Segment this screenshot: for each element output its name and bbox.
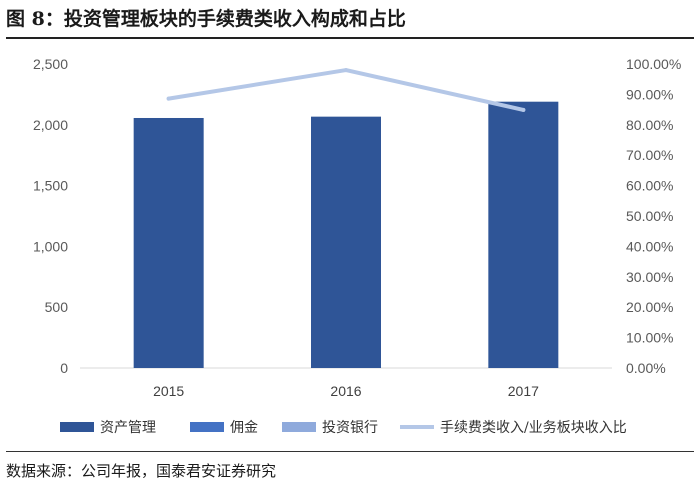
right-axis-tick-label: 10.00%	[626, 330, 673, 346]
ratio-point-2016	[344, 68, 348, 73]
legend-label: 资产管理	[100, 420, 156, 436]
bar-2015	[133, 117, 204, 368]
ratio-point-2017	[521, 107, 526, 112]
left-axis-tick-label: 2,500	[33, 56, 68, 72]
right-axis-tick-label: 40.00%	[626, 238, 673, 254]
ratio-line	[166, 68, 526, 112]
source-note: 数据来源：公司年报，国泰君安证券研究	[6, 462, 277, 480]
right-axis-tick-label: 30.00%	[626, 269, 673, 285]
right-axis-tick-label: 50.00%	[626, 208, 673, 224]
bar-2017	[488, 101, 559, 369]
left-axis-tick-label: 0	[60, 360, 68, 376]
legend-label: 手续费类收入/业务板块收入比	[440, 419, 627, 436]
left-axis-tick-label: 500	[45, 299, 69, 315]
right-axis-tick-label: 100.00%	[626, 56, 681, 72]
left-axis-tick-label: 2,000	[33, 117, 68, 133]
ratio-line-series	[166, 68, 526, 112]
right-axis-tick-label: 60.00%	[626, 178, 673, 194]
right-axis-tick-label: 90.00%	[626, 86, 673, 102]
chart-title: 图 8：投资管理板块的手续费类收入构成和占比	[6, 8, 406, 30]
legend-swatch	[190, 422, 224, 432]
left-axis-tick-label: 1,000	[33, 238, 68, 254]
right-axis-tick-label: 80.00%	[626, 117, 673, 133]
right-axis-ticks: 0.00% 10.00% 20.00% 30.00% 40.00% 50.00% 60.00…	[626, 56, 681, 376]
ratio-point-2015	[166, 96, 171, 101]
x-axis-ticks: 2015 2016 2017	[153, 383, 539, 399]
x-axis-tick-label: 2015	[153, 383, 184, 399]
right-axis-tick-label: 70.00%	[626, 147, 673, 163]
left-axis-ticks: 0 500 1,000 1,500 2,000 2,500	[33, 56, 68, 376]
right-axis-tick-label: 20.00%	[626, 299, 673, 315]
chart-canvas: 0 500 1,000 1,500 2,000 2,500 0.00% 10.00% 20.0…	[33, 56, 681, 436]
x-axis-tick-label: 2017	[508, 383, 539, 399]
x-axis-tick-label: 2016	[330, 383, 361, 399]
title-divider	[6, 37, 694, 39]
bar-series	[133, 101, 559, 369]
left-axis-tick-label: 1,500	[33, 178, 68, 194]
right-axis-tick-label: 0.00%	[626, 360, 666, 376]
legend-swatch	[282, 422, 316, 432]
bar-2016	[311, 116, 381, 368]
legend-label: 佣金	[230, 420, 258, 436]
legend-swatch	[60, 422, 94, 432]
source-divider	[6, 451, 694, 452]
legend-label: 投资银行	[322, 420, 378, 436]
chart-legend: 资产管理 佣金 投资银行 手续费类收入/业务板块收入比	[60, 419, 627, 436]
